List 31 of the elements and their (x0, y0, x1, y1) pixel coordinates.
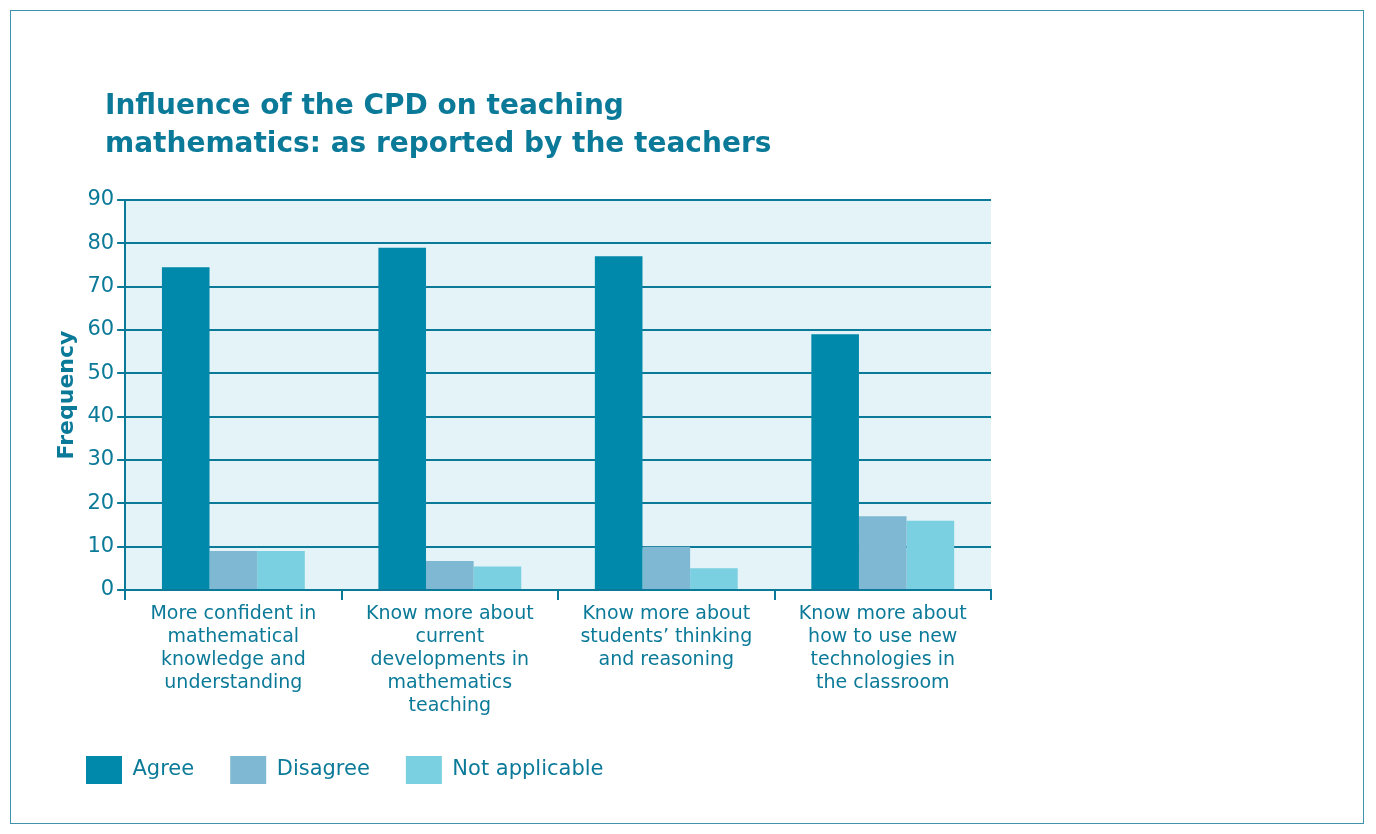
bar (594, 256, 643, 589)
y-tick-label: 40 (87, 403, 115, 428)
y-tick-label: 50 (87, 359, 115, 384)
bar (642, 546, 691, 589)
bar (426, 560, 474, 589)
y-tick-label: 20 (87, 489, 115, 514)
legend-label: Agree (132, 756, 195, 781)
legend-label: Disagree (276, 756, 370, 781)
x-tick-label: Know more about current developments in mathematics teaching (365, 601, 534, 715)
y-tick-label: 30 (87, 446, 115, 471)
bar (811, 334, 859, 589)
y-tick-label: 70 (87, 273, 115, 298)
bar (690, 568, 738, 589)
y-tick-label: 60 (87, 316, 115, 341)
bar (378, 247, 427, 589)
chart-title: Influence of the CPD on teaching mathematics: as reported by the teachers (105, 87, 773, 161)
bar (209, 551, 258, 589)
y-tick-label: 80 (87, 229, 115, 254)
bar (161, 267, 210, 589)
bar (858, 516, 907, 589)
legend-label: Not applicable (452, 756, 604, 781)
bar (906, 520, 955, 589)
x-tick-label: Know more about students’ thinking and reasoning (580, 601, 753, 669)
x-tick-label: Know more about how to use new technologies in the classroom (798, 601, 967, 692)
y-tick-label: 10 (87, 533, 115, 558)
bar (473, 566, 522, 589)
x-tick-label: More confident in mathematical knowledge and understanding (150, 601, 317, 692)
bar (257, 551, 305, 589)
y-axis-title: Frequency (52, 330, 78, 460)
y-tick-label: 0 (100, 576, 115, 601)
y-tick-label: 90 (87, 186, 115, 211)
